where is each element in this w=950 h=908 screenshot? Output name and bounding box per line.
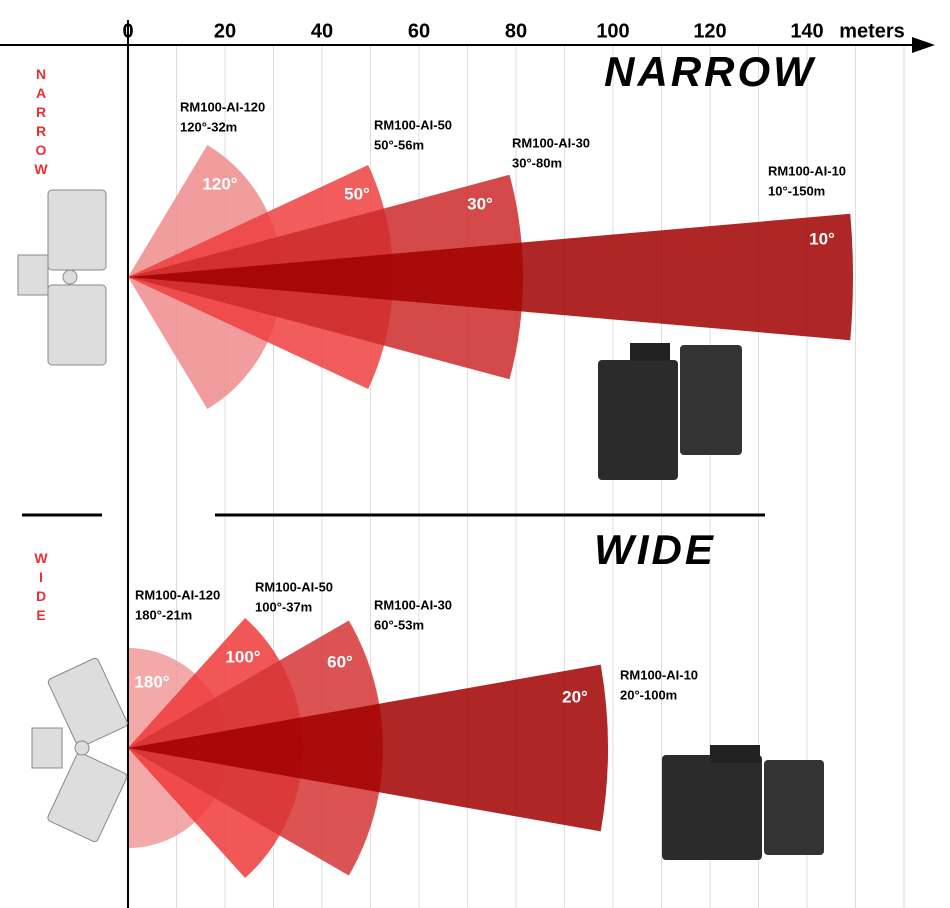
- beam-spec: 20°-100m: [620, 687, 677, 702]
- tick-label: 80: [505, 20, 527, 42]
- device-photo: [662, 745, 824, 860]
- side-label: NARROW: [33, 66, 49, 180]
- beam-angle: 30°: [467, 194, 493, 213]
- beams: [128, 144, 853, 879]
- beam-spec: 10°-150m: [768, 183, 825, 198]
- beam-angle: 180°: [134, 672, 169, 691]
- beam-spec: 120°-32m: [180, 119, 237, 134]
- beam: [128, 664, 608, 832]
- section-title: NARROW: [604, 48, 816, 95]
- beam-angle: 10°: [809, 229, 835, 248]
- device-photo: [598, 343, 742, 480]
- beam-angle: 50°: [344, 184, 370, 203]
- side-label: WIDE: [33, 550, 49, 626]
- beam-model: RM100-AI-30: [512, 135, 590, 150]
- axis-arrow: [912, 37, 935, 53]
- tick-label: 120: [693, 20, 726, 42]
- beam-model: RM100-AI-50: [255, 579, 333, 594]
- beam-model: RM100-AI-120: [135, 587, 220, 602]
- beam-model: RM100-AI-30: [374, 597, 452, 612]
- axis-unit: meters: [839, 20, 905, 42]
- section-title: WIDE: [594, 526, 716, 573]
- tick-label: 100: [596, 20, 629, 42]
- beam-spec: 180°-21m: [135, 607, 192, 622]
- tick-label: 20: [214, 20, 236, 42]
- beam-angle: 60°: [327, 652, 353, 671]
- tick-label: 60: [408, 20, 430, 42]
- beam-model: RM100-AI-10: [768, 163, 846, 178]
- beam-angle: 120°: [202, 174, 237, 193]
- labels: 0 20 40 60 80 100 120 140 meters NARROW RM100-AI-1…: [122, 20, 904, 706]
- beam-angle: 100°: [225, 647, 260, 666]
- beam-spec: 30°-80m: [512, 155, 562, 170]
- beam: [128, 213, 853, 341]
- beam-spec: 60°-53m: [374, 617, 424, 632]
- device-icon: [17, 189, 107, 366]
- beam-angle: 20°: [562, 687, 588, 706]
- tick-label: 140: [790, 20, 823, 42]
- device-icon: [31, 657, 128, 843]
- beam-model: RM100-AI-50: [374, 117, 452, 132]
- tick-label: 40: [311, 20, 333, 42]
- tick-label: 0: [122, 20, 133, 42]
- beam-model: RM100-AI-120: [180, 99, 265, 114]
- beam-spec: 50°-56m: [374, 137, 424, 152]
- beam-model: RM100-AI-10: [620, 667, 698, 682]
- beam-spec: 100°-37m: [255, 599, 312, 614]
